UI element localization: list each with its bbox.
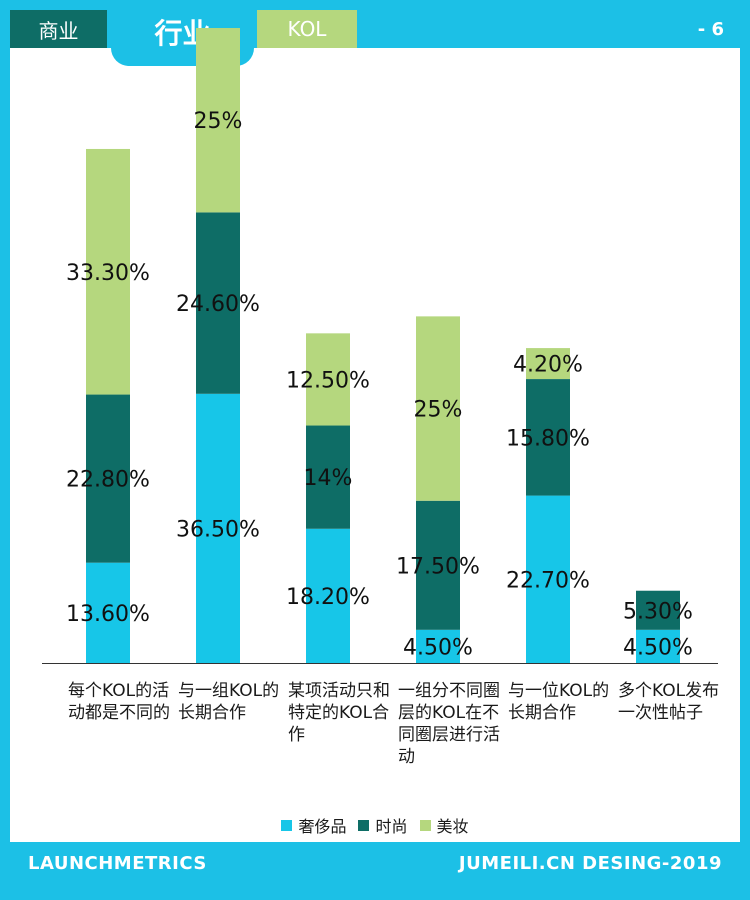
data-label-luxury-6: 4.50% [623, 635, 693, 660]
bar-fashion-2 [196, 212, 240, 394]
footer-credit: JUMEILI.CN DESING-2019 [458, 853, 722, 874]
data-label-luxury-2: 36.50% [176, 517, 260, 542]
bar-luxury-3 [306, 528, 350, 663]
bar-beauty-1 [86, 148, 130, 395]
data-label-luxury-3: 18.20% [286, 585, 370, 610]
category-label-4: 一组分不同圈层的KOL在不同圈层进行活动 [398, 681, 500, 767]
data-label-beauty-5: 4.20% [513, 353, 583, 378]
category-label-1: 每个KOL的活动都是不同的 [68, 681, 170, 723]
legend-label-beauty: 美妆 [436, 817, 469, 836]
legend-item-fashion: 时尚 [358, 813, 408, 837]
data-label-luxury-5: 22.70% [506, 568, 590, 593]
bar-luxury-4 [416, 629, 460, 663]
bar-luxury-6 [636, 629, 680, 663]
category-label-2: 与一组KOL的长期合作 [178, 681, 280, 723]
data-label-luxury-4: 4.50% [403, 635, 473, 660]
chart-card [10, 48, 740, 842]
data-label-fashion-5: 15.80% [506, 426, 590, 451]
legend-item-beauty: 美妆 [419, 813, 469, 837]
data-label-fashion-6: 5.30% [623, 599, 693, 624]
bar-fashion-6 [636, 590, 680, 630]
bar-luxury-5 [526, 495, 570, 663]
category-label-6: 多个KOL发布一次性帖子 [618, 681, 720, 723]
bar-luxury-2 [196, 393, 240, 663]
legend-swatch-luxury [281, 819, 293, 831]
bar-luxury-1 [86, 562, 130, 663]
data-label-fashion-2: 24.60% [176, 292, 260, 317]
bar-beauty-4 [416, 316, 460, 501]
category-label-3: 某项活动只和特定的KOL合作 [288, 681, 390, 745]
bar-fashion-1 [86, 394, 130, 563]
legend-label-luxury: 奢侈品 [298, 817, 347, 836]
data-label-luxury-1: 13.60% [66, 602, 150, 627]
bar-fashion-3 [306, 425, 350, 529]
legend-label-fashion: 时尚 [375, 817, 408, 836]
category-label-5: 与一位KOL的长期合作 [508, 681, 610, 723]
tab-business[interactable]: 商业 [10, 10, 107, 48]
data-label-fashion-4: 17.50% [396, 554, 480, 579]
data-label-beauty-3: 12.50% [286, 368, 370, 393]
tab-kol[interactable]: KOL [257, 10, 357, 48]
data-label-beauty-2: 25% [194, 109, 243, 134]
bar-fashion-5 [526, 379, 570, 496]
footer-brand: LAUNCHMETRICS [28, 853, 207, 874]
data-label-beauty-1: 33.30% [66, 261, 150, 286]
bar-beauty-2 [196, 28, 240, 213]
bar-fashion-4 [416, 500, 460, 630]
legend-swatch-fashion [358, 819, 370, 831]
bar-beauty-3 [306, 333, 350, 426]
legend-swatch-beauty [419, 819, 431, 831]
legend-item-luxury: 奢侈品 [281, 813, 346, 837]
data-label-beauty-4: 25% [414, 398, 463, 423]
page-number: - 6 [697, 19, 724, 40]
legend: 奢侈品 时尚 美妆 [0, 813, 750, 837]
data-label-fashion-3: 14% [304, 466, 353, 491]
bar-beauty-5 [526, 348, 570, 380]
data-label-fashion-1: 22.80% [66, 468, 150, 493]
